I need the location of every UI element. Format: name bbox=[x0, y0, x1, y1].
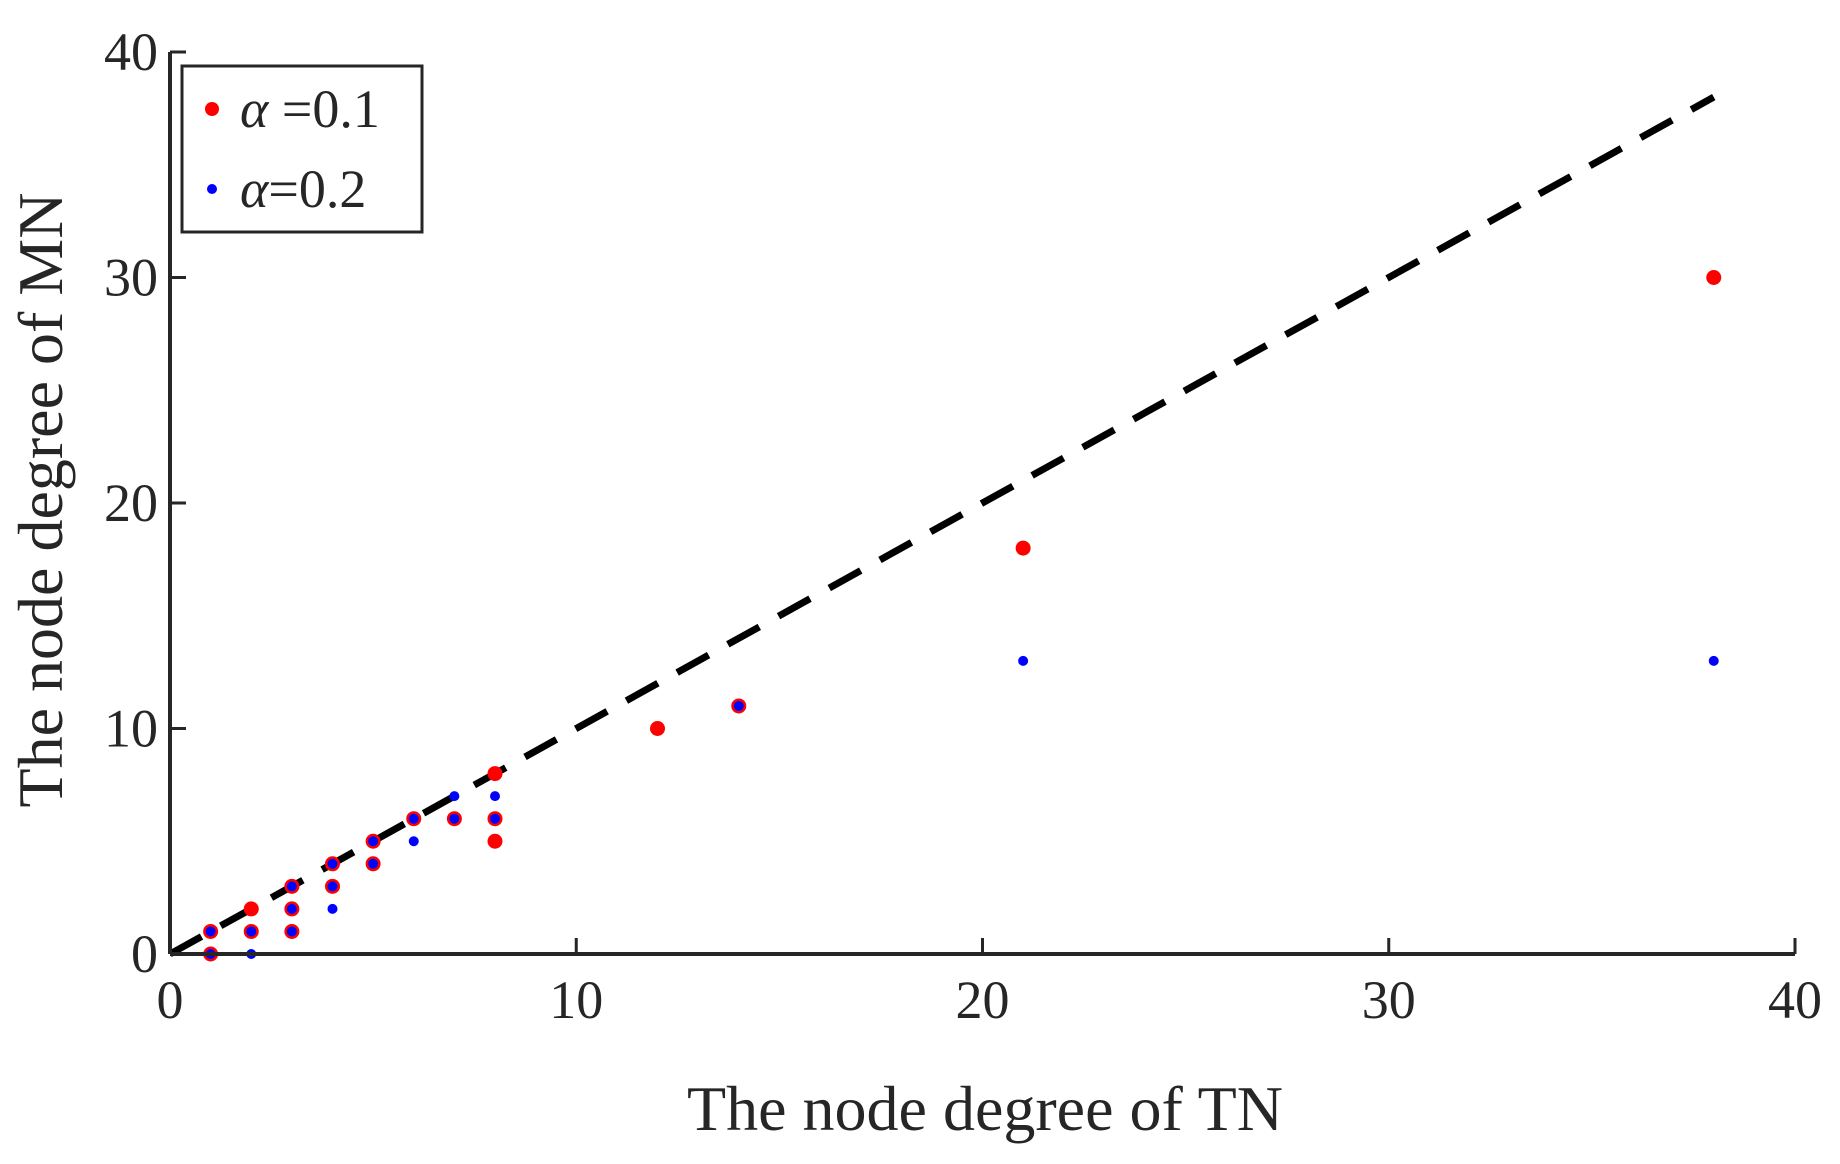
y-tick-label: 20 bbox=[104, 473, 158, 533]
legend-marker-alpha-0.1 bbox=[205, 102, 219, 116]
data-point-series-2 bbox=[1018, 655, 1029, 666]
data-point-series-2 bbox=[286, 903, 297, 914]
x-tick-label: 10 bbox=[549, 970, 603, 1030]
x-tick-label: 0 bbox=[157, 970, 184, 1030]
data-point-series-2 bbox=[449, 791, 460, 802]
data-point-series-2 bbox=[449, 813, 460, 824]
legend-value: =0.1 bbox=[268, 79, 379, 139]
data-point-series-1 bbox=[243, 901, 259, 917]
y-ticks: 0 10 20 30 40 bbox=[104, 22, 186, 984]
data-point-series-1 bbox=[487, 766, 503, 782]
y-tick-label: 0 bbox=[131, 924, 158, 984]
data-point-series-2 bbox=[368, 836, 379, 847]
data-point-series-2 bbox=[205, 926, 216, 937]
data-point-series-2 bbox=[327, 858, 338, 869]
x-ticks: 0 10 20 30 40 bbox=[157, 938, 1822, 1030]
y-tick-label: 10 bbox=[104, 699, 158, 759]
x-tick-label: 40 bbox=[1768, 970, 1822, 1030]
legend-marker-alpha-0.2 bbox=[207, 184, 217, 194]
legend-label-alpha-0.1: α =0.1 bbox=[240, 79, 380, 139]
data-point-series-2 bbox=[368, 858, 379, 869]
data-point-series-2 bbox=[490, 791, 500, 802]
legend: α =0.1 α=0.2 bbox=[180, 64, 424, 234]
data-point-series-2 bbox=[246, 926, 257, 937]
reference-line-y-equals-x bbox=[168, 94, 1716, 958]
y-tick-label: 30 bbox=[104, 248, 158, 308]
reference-line-layer bbox=[168, 94, 1716, 958]
data-points-layer bbox=[203, 270, 1722, 962]
data-point-series-1 bbox=[1706, 270, 1722, 285]
data-point-series-2 bbox=[733, 700, 744, 711]
x-tick-label: 30 bbox=[1362, 970, 1416, 1030]
legend-value: =0.2 bbox=[268, 159, 366, 219]
y-tick-label: 40 bbox=[104, 22, 158, 82]
x-axis-label: The node degree of TN bbox=[687, 1073, 1283, 1144]
legend-alpha-symbol: α bbox=[240, 159, 270, 219]
data-point-series-2 bbox=[490, 813, 500, 824]
data-point-series-1 bbox=[650, 721, 665, 736]
legend-alpha-symbol: α bbox=[240, 79, 270, 139]
data-point-series-2 bbox=[286, 881, 297, 892]
data-point-series-2 bbox=[408, 813, 419, 824]
legend-label-alpha-0.2: α=0.2 bbox=[240, 159, 366, 219]
data-point-series-1 bbox=[1015, 540, 1031, 556]
data-point-series-2 bbox=[327, 903, 338, 914]
y-axis-label: The node degree of MN bbox=[5, 193, 76, 808]
data-point-series-2 bbox=[327, 881, 338, 892]
data-point-series-1 bbox=[487, 833, 503, 849]
x-tick-label: 20 bbox=[956, 970, 1010, 1030]
legend-box bbox=[180, 64, 424, 234]
data-point-series-2 bbox=[286, 926, 297, 937]
data-point-series-2 bbox=[1708, 655, 1719, 666]
data-point-series-2 bbox=[408, 836, 419, 847]
